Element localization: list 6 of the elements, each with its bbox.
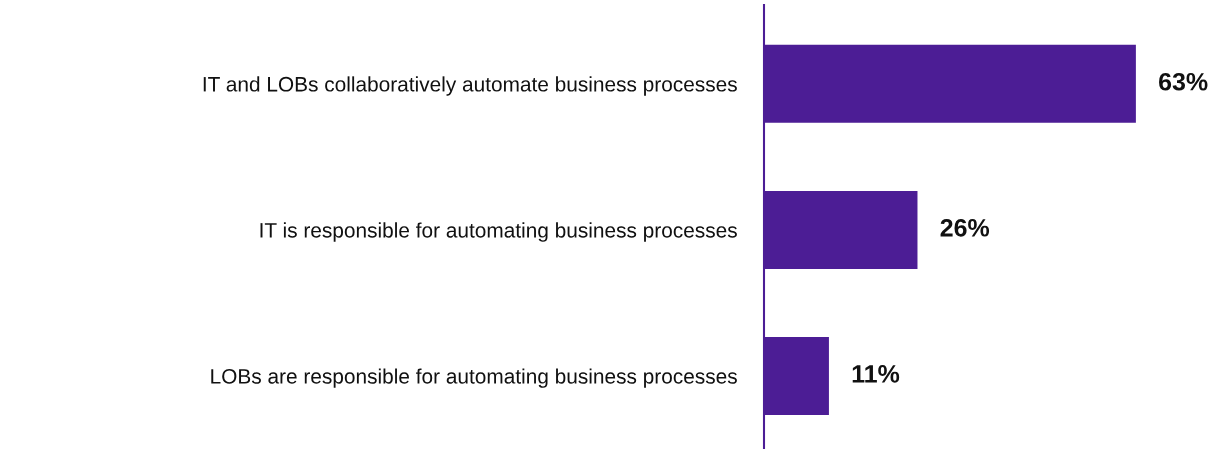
data-label: 11% [852, 365, 900, 383]
y-tick-label: LOBs are responsible for automating business processes [211, 368, 737, 388]
y-tick-label: IT and LOBs collaboratively automate business processes [203, 76, 737, 96]
data-label: 63% [1159, 72, 1208, 91]
data-label: 26% [940, 218, 990, 237]
y-tick-label: IT is responsible for automating business processes [260, 222, 737, 242]
